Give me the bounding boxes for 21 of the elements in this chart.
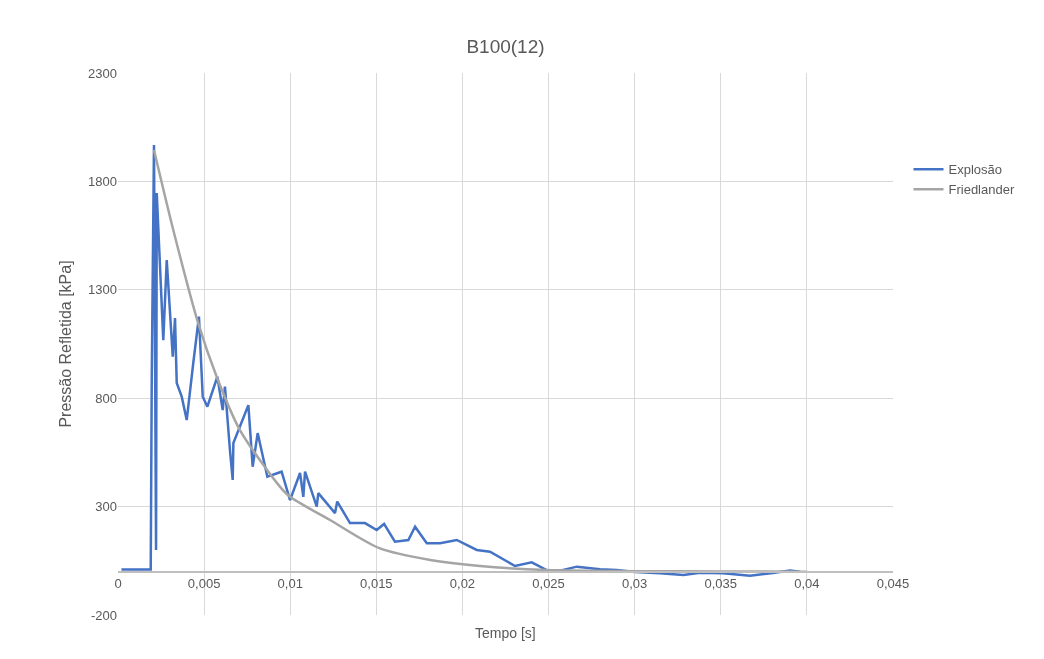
x-tick-label: 0,04 <box>794 575 820 591</box>
x-tick-label: 0 <box>114 575 122 591</box>
y-tick-label: 1800 <box>88 173 117 189</box>
x-tick-label: 0,005 <box>187 575 221 591</box>
legend-label: Friedlander <box>948 182 1015 198</box>
y-tick-label: 2300 <box>88 65 117 81</box>
y-tick-label: 1300 <box>88 282 117 298</box>
x-tick-label: 0,015 <box>360 575 393 591</box>
y-axis-title: Pressão Refletida [kPa] <box>56 260 74 428</box>
x-tick-label: 0,02 <box>449 575 476 591</box>
legend-label: Explosão <box>948 162 1002 178</box>
x-tick-label: 0,035 <box>704 575 738 591</box>
x-axis-title: Tempo [s] <box>475 625 536 641</box>
y-tick-label: -200 <box>90 607 117 623</box>
chart-title: B100(12) <box>466 35 545 57</box>
x-tick-label: 0,01 <box>277 575 303 591</box>
x-tick-label: 0,045 <box>876 575 910 591</box>
x-tick-label: 0,03 <box>622 575 648 591</box>
y-tick-label: 300 <box>95 499 117 515</box>
x-tick-label: 0,025 <box>532 575 565 591</box>
y-tick-label: 800 <box>95 390 117 406</box>
